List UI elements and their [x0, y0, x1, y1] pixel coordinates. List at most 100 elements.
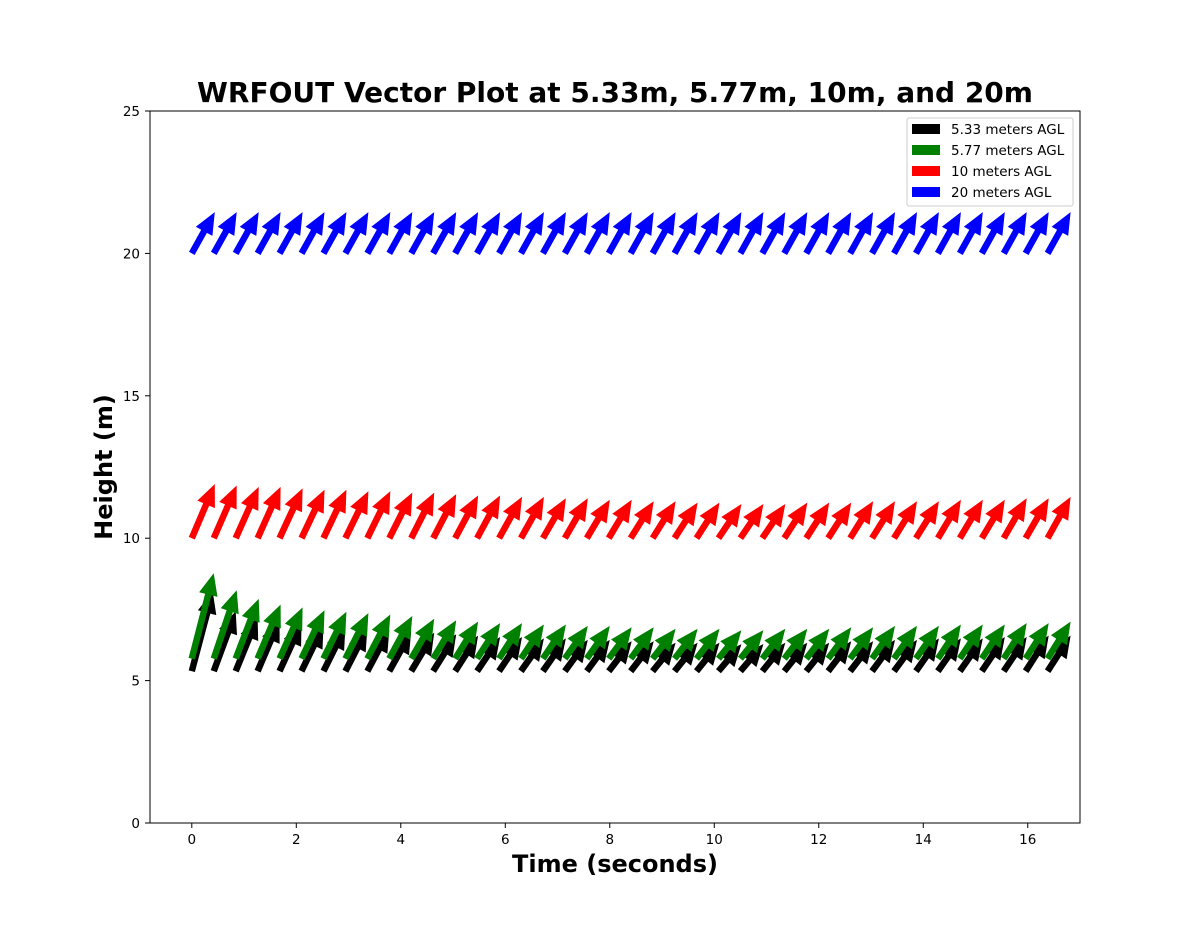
vector-arrow — [210, 485, 237, 540]
vector-arrow — [430, 620, 457, 661]
vector-arrow — [232, 598, 260, 660]
vector-arrow — [364, 629, 390, 673]
vector-arrow — [584, 625, 610, 661]
vector-arrow — [606, 627, 632, 661]
vector-arrow — [430, 494, 457, 540]
vector-arrow — [452, 635, 479, 673]
x-tick-label: 6 — [501, 832, 510, 848]
x-tick-label: 14 — [915, 832, 932, 848]
vector-arrow — [408, 618, 435, 661]
vector-arrow — [276, 212, 303, 255]
vector-arrow — [913, 501, 939, 540]
vector-arrow — [715, 504, 742, 540]
legend-label: 20 meters AGL — [951, 185, 1052, 201]
vector-arrow — [386, 631, 412, 673]
vector-arrow — [1022, 623, 1049, 661]
vector-arrow — [803, 212, 830, 255]
vector-arrow — [1022, 212, 1049, 255]
vector-arrow — [935, 638, 961, 674]
legend-swatch — [912, 187, 940, 197]
vector-arrow — [627, 501, 654, 540]
vector-arrow — [254, 619, 280, 673]
vector-arrow — [693, 628, 720, 661]
vector-arrow — [847, 627, 874, 661]
vector-arrow — [649, 212, 676, 255]
vector-arrow — [825, 212, 852, 255]
y-tick-label: 15 — [123, 389, 140, 405]
vector-arrow — [847, 212, 874, 255]
vector-arrow — [518, 638, 544, 674]
vector-arrow — [891, 625, 917, 661]
y-tick-label: 0 — [131, 816, 140, 832]
vector-arrow — [803, 628, 830, 661]
vector-arrow — [671, 502, 698, 540]
legend-label: 5.77 meters AGL — [951, 143, 1065, 159]
y-axis-ticks: 0 5 10 15 20 25 — [123, 104, 150, 832]
vector-arrow — [408, 212, 435, 255]
vector-arrow — [320, 489, 347, 540]
vector-arrow — [869, 625, 895, 661]
vector-arrow — [452, 495, 479, 540]
legend-box — [906, 117, 1074, 207]
legend: 5.33 meters AGL 5.77 meters AGL 10 meters … — [906, 117, 1074, 207]
vector-arrow — [386, 492, 413, 540]
vector-arrow — [298, 212, 325, 255]
vector-arrow — [540, 638, 566, 674]
vector-arrow — [474, 495, 501, 540]
x-tick-label: 16 — [1019, 832, 1036, 848]
vector-arrow — [759, 504, 786, 540]
y-tick-label: 20 — [123, 246, 140, 262]
vector-arrow — [869, 501, 895, 540]
vector-arrow — [232, 486, 259, 540]
vector-arrow — [693, 212, 720, 255]
vector-arrow — [518, 212, 544, 255]
legend-label: 10 meters AGL — [951, 164, 1052, 180]
vector-arrow — [979, 624, 1005, 661]
vector-arrow — [342, 491, 369, 540]
vector-arrow — [869, 212, 895, 255]
vector-arrow — [957, 499, 983, 540]
vector-arrow — [935, 624, 961, 661]
vector-arrow — [935, 212, 961, 255]
vector-arrow — [1022, 498, 1049, 540]
vector-arrow — [913, 212, 939, 255]
vector-arrow — [627, 212, 654, 255]
vector-arrow — [540, 498, 566, 540]
vector-arrow — [1000, 498, 1027, 540]
vector-arrow — [320, 212, 347, 255]
vector-arrow — [189, 212, 215, 255]
vector-arrow — [1000, 212, 1027, 255]
vector-arrow — [298, 489, 325, 540]
vector-arrow — [715, 212, 742, 255]
vector-arrow — [452, 621, 479, 661]
plot-frame — [149, 110, 1081, 824]
vector-arrow — [540, 624, 566, 661]
vector-arrow — [320, 627, 346, 673]
vector-arrow — [254, 604, 281, 660]
vector-arrow — [298, 610, 325, 661]
vector-arrow — [474, 623, 501, 661]
vector-arrow — [825, 627, 852, 661]
vector-arrow — [562, 498, 588, 540]
vector-arrow — [781, 502, 808, 540]
vector-arrow — [342, 212, 369, 255]
vector-arrow — [430, 212, 457, 255]
vector-arrow — [672, 628, 698, 661]
vector-arrow — [628, 627, 654, 661]
vector-arrow — [276, 622, 302, 673]
vector-arrow — [913, 625, 939, 661]
vector-arrow — [474, 212, 501, 255]
vector-arrow — [957, 212, 983, 255]
vector-arrow — [759, 628, 786, 661]
vector-arrow — [605, 212, 632, 255]
x-tick-label: 12 — [810, 832, 827, 848]
vector-arrow — [518, 496, 544, 540]
vector-arrow — [737, 212, 764, 255]
y-tick-label: 5 — [131, 674, 140, 690]
vector-arrow — [320, 611, 347, 661]
vector-arrow — [452, 212, 479, 255]
x-tick-label: 2 — [292, 832, 301, 848]
legend-swatch — [912, 145, 940, 155]
vector-arrow — [188, 573, 218, 660]
vector-arrow — [562, 625, 588, 661]
